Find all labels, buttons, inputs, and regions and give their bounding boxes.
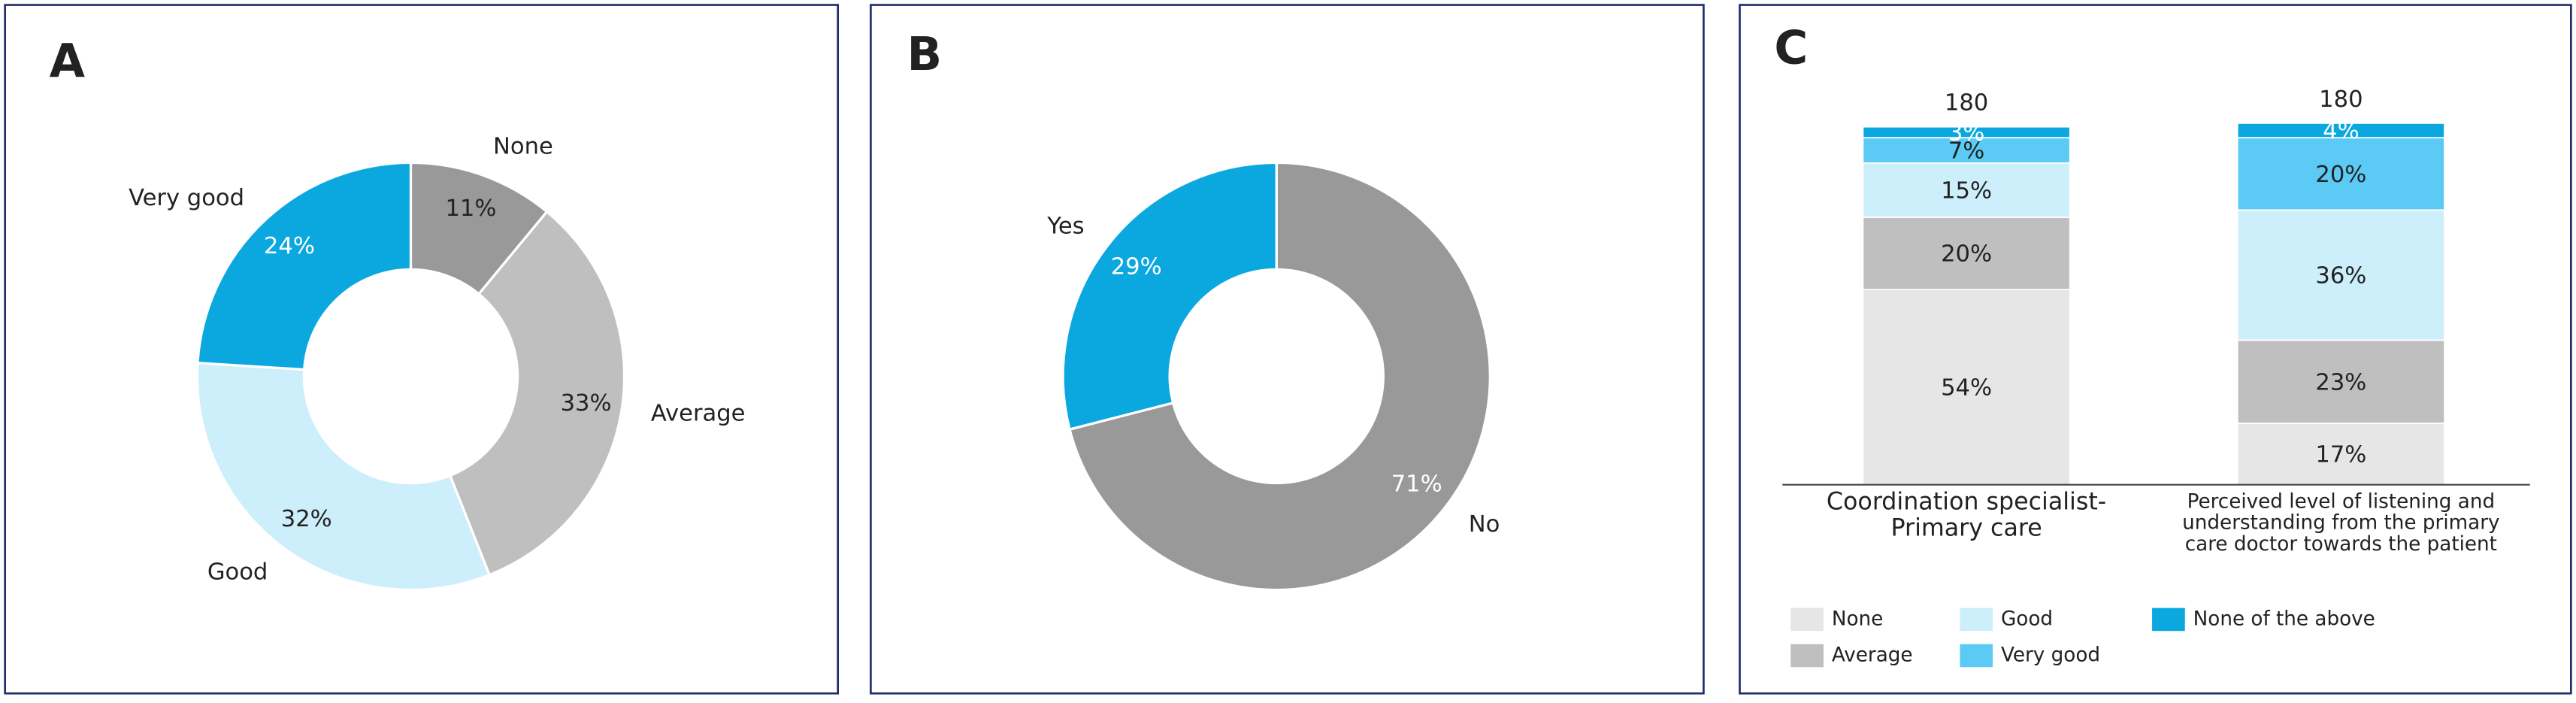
value-label: 29% [1111,253,1162,280]
slice-label: Yes [1046,214,1084,240]
value-label: 15% [1941,178,1992,205]
donut-slice [195,361,492,592]
legend-label: Good [2001,608,2053,630]
donut-slice [1068,161,1491,592]
legend-swatch [2152,608,2185,632]
panel-title: B [907,28,942,81]
slice-label: None [493,134,553,160]
bar-segment [2236,423,2445,486]
value-label: 36% [2315,263,2366,289]
bar-segment [1862,289,2071,486]
value-label: 11% [445,195,496,222]
x-category-label: Coordination specialist-Primary care [1826,491,2107,543]
bar-segment [1862,137,2071,164]
slice-label: Average [651,401,746,427]
total-label: 180 [1945,90,1988,117]
value-label: 54% [1941,375,1992,401]
bar-segment [2236,123,2445,139]
bar-segment [2236,339,2445,424]
x-category-label: Perceived level of listening and underst… [2182,491,2500,556]
value-label: 7% [1948,138,1985,165]
bar-segment [2236,137,2445,211]
legend-label: None of the above [2193,608,2375,630]
panel-a [4,4,839,695]
legend-label: Average [1832,644,1913,666]
legend-swatch [1960,644,1993,668]
value-label: 4% [2323,118,2360,144]
bar-segment [1862,162,2071,218]
bar-segment [1862,217,2071,290]
panel-c [1739,4,2572,695]
total-label: 180 [2319,86,2363,113]
value-label: 24% [264,233,315,259]
bar-segment [1862,126,2071,139]
value-label: 17% [2315,442,2366,468]
donut-slice [1061,161,1278,432]
panel-b [870,4,1705,695]
value-label: 32% [281,506,332,532]
slice-label: Good [207,559,268,586]
category-label-box: Perceived level of listening and underst… [2182,491,2500,556]
legend-swatch [1960,608,1993,632]
donut-slice [196,161,413,371]
slice-label: No [1469,511,1500,538]
panel-title: C [1774,21,1808,74]
value-label: 20% [1941,241,1992,268]
legend-swatch [1790,644,1824,668]
donut-slice [448,210,626,577]
value-label: 20% [2315,162,2366,188]
value-label: 3% [1948,120,1985,147]
legend-label: None [1832,608,1883,630]
value-label: 71% [1391,471,1442,498]
legend-swatch [1790,608,1824,632]
category-label-box: Coordination specialist-Primary care [1826,491,2107,543]
slice-label: Very good [129,185,244,211]
legend-label: Very good [2001,644,2100,666]
panel-title: A [50,35,86,88]
bar-segment [2236,209,2445,341]
value-label: 33% [561,390,612,417]
value-label: 23% [2315,369,2366,395]
